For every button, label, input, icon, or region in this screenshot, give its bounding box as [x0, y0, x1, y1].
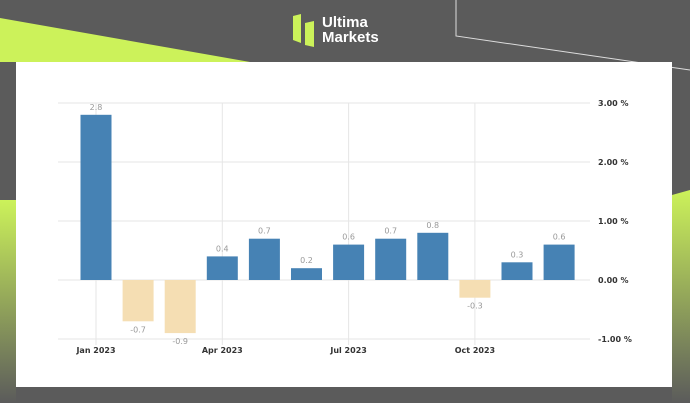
data-label: 0.7 [384, 227, 397, 236]
bar [122, 280, 154, 322]
data-label: 0.6 [553, 233, 566, 242]
y-tick-label: -1.00 % [598, 335, 632, 344]
brand-line2: Markets [322, 29, 379, 46]
data-label: 0.4 [216, 244, 229, 253]
bar [80, 114, 112, 280]
brand-line1: Ultima [322, 14, 368, 31]
data-label: -0.3 [467, 302, 483, 311]
data-label: 0.7 [258, 227, 271, 236]
bar [248, 238, 280, 280]
bar [206, 256, 238, 280]
data-label: 0.2 [300, 256, 313, 265]
bar [459, 280, 491, 298]
y-tick-label: 3.00 % [598, 99, 629, 108]
chart-card: 3.00 % 2.00 % 1.00 % 0.00 % -1.00 % Jan 2023 A… [16, 62, 672, 387]
bar-chart: 3.00 % 2.00 % 1.00 % 0.00 % -1.00 % Jan 2023 A… [58, 99, 632, 355]
x-tick-label: Apr 2023 [202, 346, 243, 355]
data-label: -0.7 [130, 325, 146, 334]
bar [543, 244, 575, 280]
bar [375, 238, 407, 280]
brand-logo: Ultima Markets [292, 13, 379, 47]
y-tick-label: 0.00 % [598, 276, 629, 285]
x-tick-label: Jan 2023 [75, 346, 115, 355]
y-tick-label: 2.00 % [598, 158, 629, 167]
x-tick-label: Oct 2023 [455, 346, 495, 355]
x-tick-label: Jul 2023 [329, 346, 366, 355]
data-label: 0.3 [511, 250, 524, 259]
logo-mark-icon [293, 14, 314, 47]
bar [417, 232, 449, 280]
bar [501, 262, 533, 280]
y-tick-label: 1.00 % [598, 217, 629, 226]
data-label: 0.6 [342, 233, 355, 242]
bar [333, 244, 365, 280]
data-label: 0.8 [426, 221, 439, 230]
data-label: -0.9 [172, 337, 188, 346]
data-label: 2.8 [90, 103, 103, 112]
bar [164, 280, 196, 334]
bar [291, 268, 322, 280]
